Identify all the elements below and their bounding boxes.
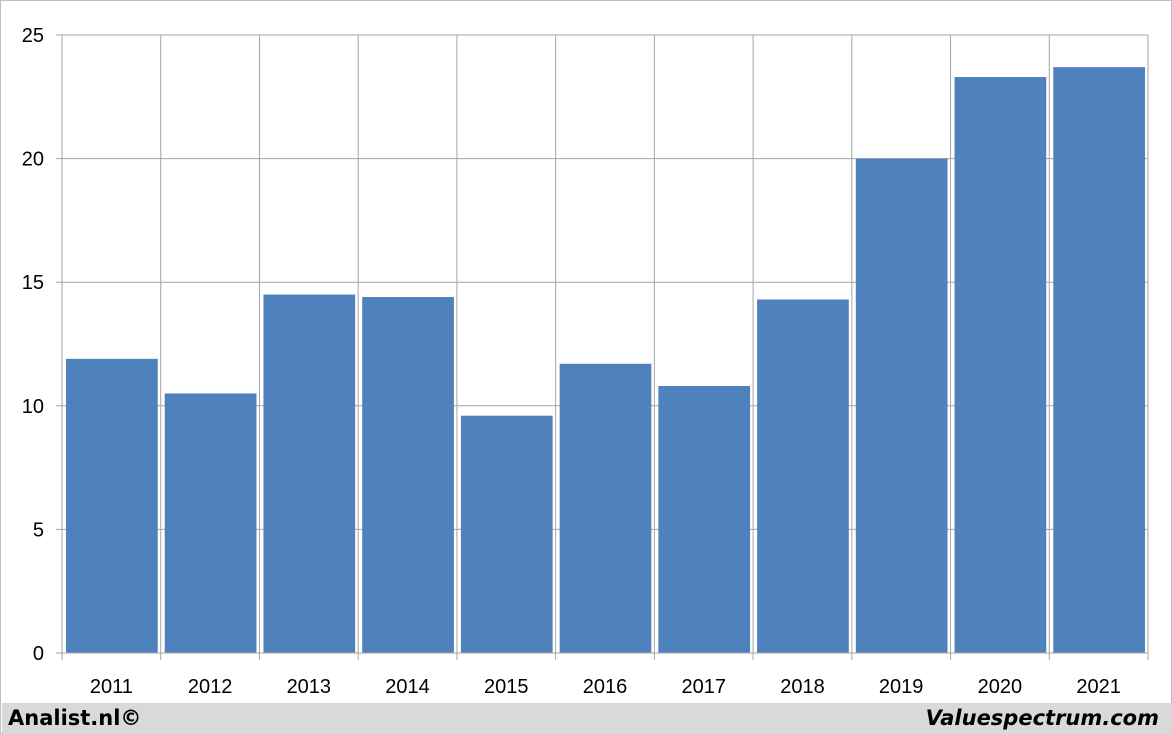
x-tick-label-2012: 2012 (188, 676, 233, 698)
bar-2018 (757, 299, 849, 653)
bar-2021 (1053, 67, 1145, 654)
x-tick-label-2015: 2015 (484, 676, 529, 698)
footer-bar: Analist.nl© Valuespectrum.com (2, 703, 1172, 734)
x-tick-label-2017: 2017 (681, 676, 726, 698)
y-tick-label: 0 (33, 643, 44, 665)
y-tick-label: 15 (22, 272, 44, 294)
x-tick-label-2011: 2011 (90, 676, 133, 698)
y-tick-label: 10 (22, 396, 44, 418)
footer-left-credit: Analist.nl© (8, 706, 142, 730)
bar-2020 (954, 77, 1047, 654)
chart-plot: 0 5 10 15 20 25 2011 2012 2013 2014 2015 2016 2017 20… (22, 25, 1149, 698)
bar-2019 (855, 158, 948, 653)
x-tick-label-2020: 2020 (978, 676, 1023, 698)
bar-2015 (460, 415, 553, 653)
x-tick-label-2018: 2018 (780, 676, 825, 698)
grid-lines (62, 34, 1149, 653)
bar-2013 (263, 294, 356, 653)
y-tick-label: 20 (22, 149, 44, 171)
x-tick-label-2016: 2016 (583, 676, 628, 698)
bar-2016 (559, 363, 652, 653)
y-tick-label: 5 (33, 519, 44, 541)
x-tick-label-2021: 2021 (1076, 676, 1121, 698)
tick-labels: 0 5 10 15 20 25 2011 2012 2013 2014 2015 2016 2017 20… (22, 25, 1121, 698)
bars (66, 67, 1145, 654)
axes (56, 34, 1149, 660)
x-tick-label-2019: 2019 (879, 676, 924, 698)
footer-right-credit: Valuespectrum.com (925, 706, 1159, 730)
y-tick-label: 25 (22, 25, 44, 47)
x-tick-label-2014: 2014 (385, 676, 430, 698)
bar-2014 (362, 297, 454, 653)
bar-2011 (66, 358, 158, 653)
x-tick-label-2013: 2013 (287, 676, 332, 698)
bar-2017 (658, 386, 751, 653)
bar-2012 (164, 393, 257, 653)
